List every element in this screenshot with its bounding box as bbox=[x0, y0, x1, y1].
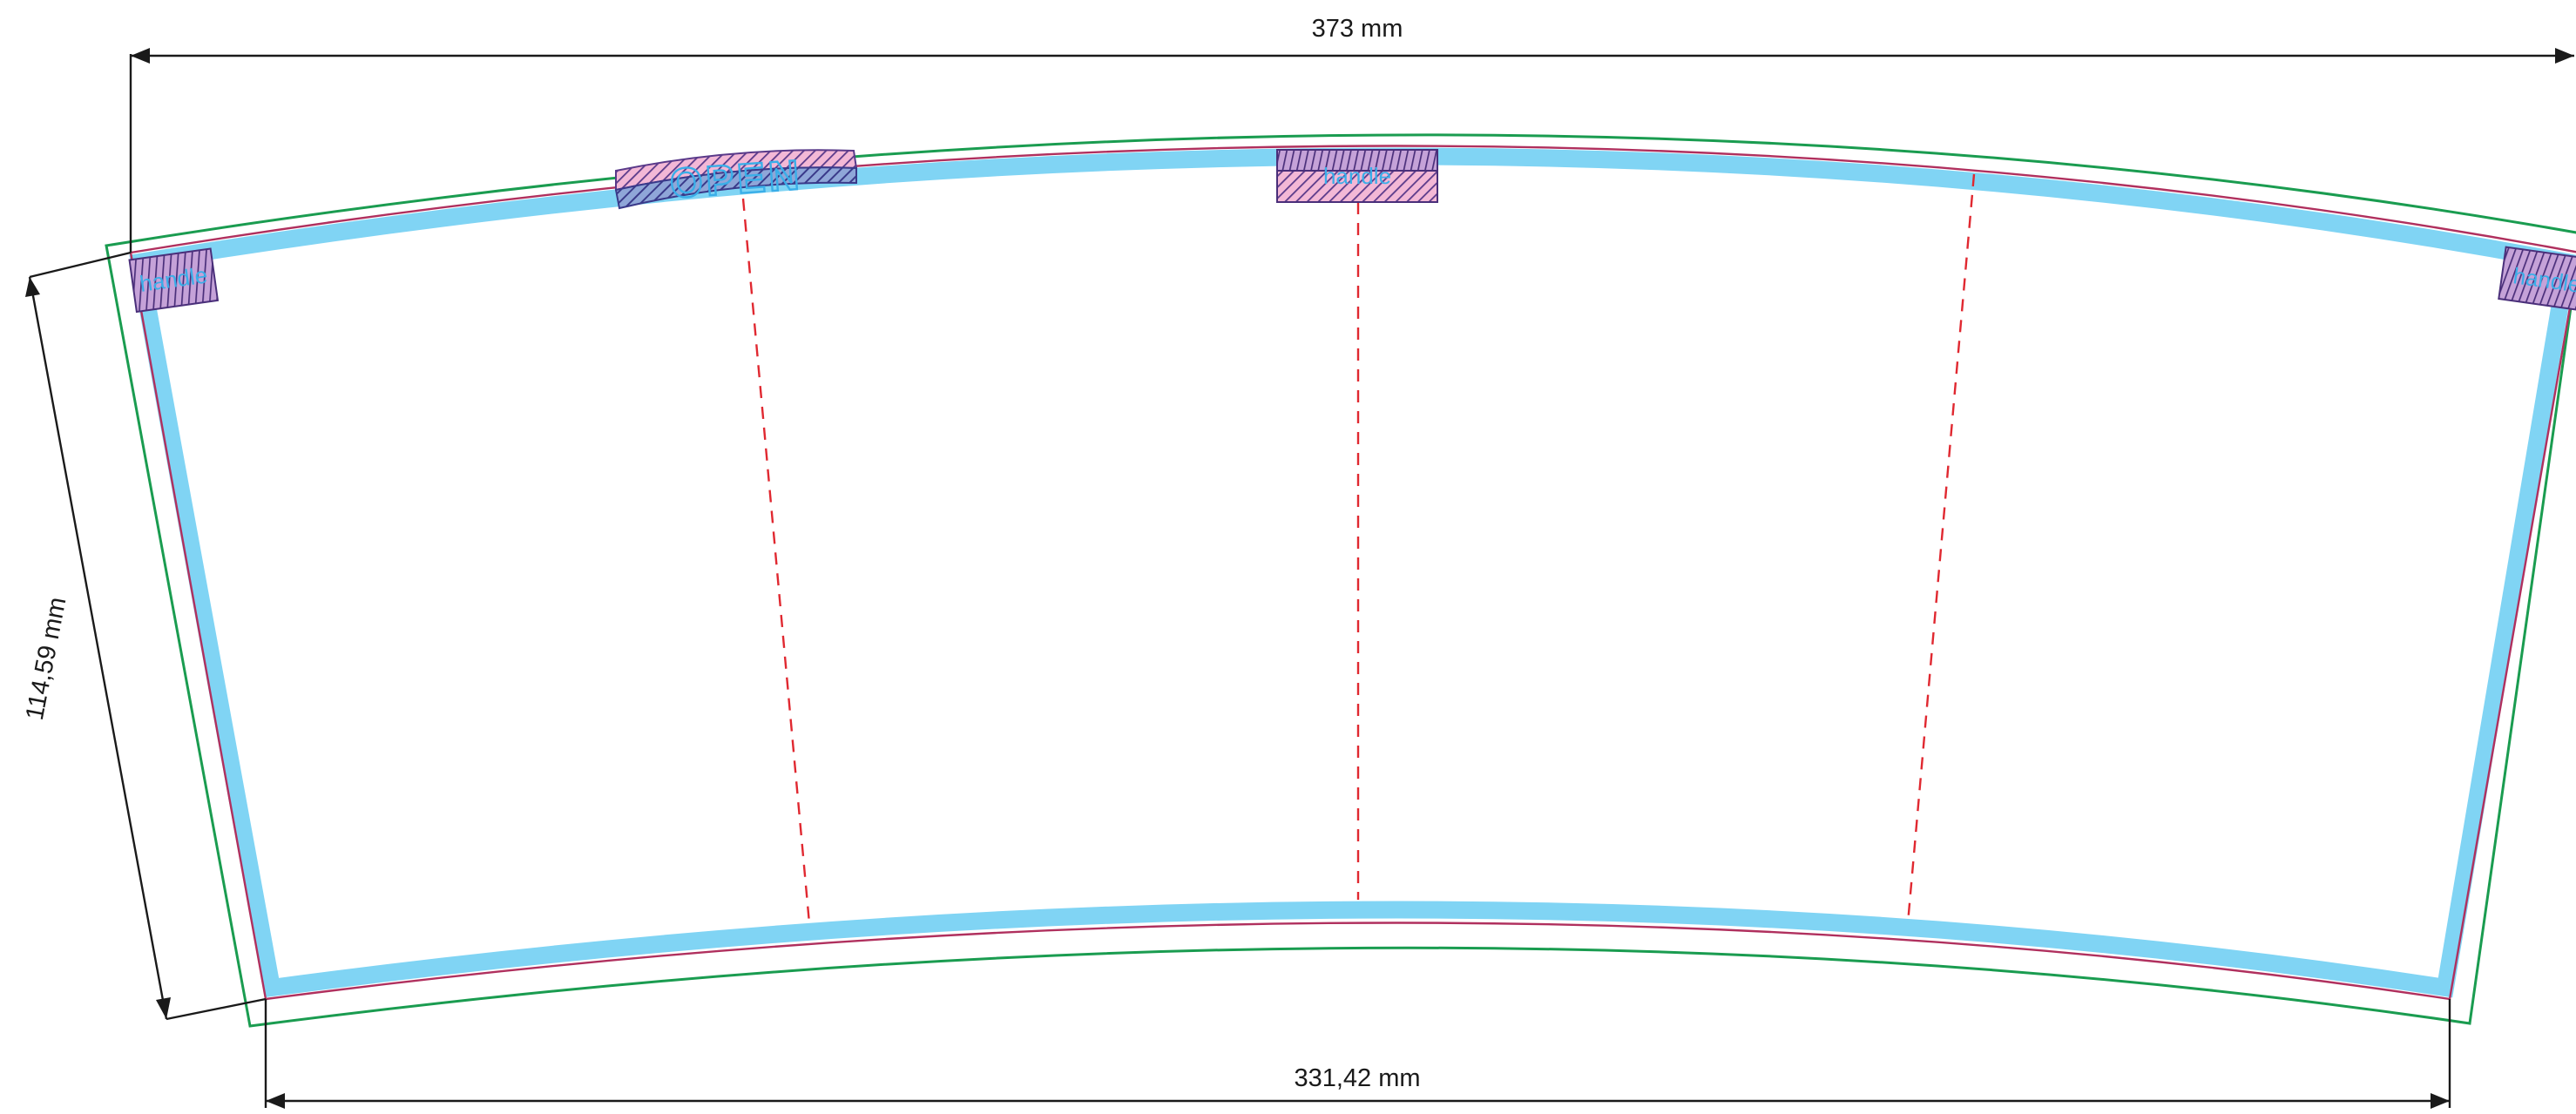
handle-right: handle bbox=[2498, 246, 2576, 313]
cut-outline bbox=[129, 145, 2576, 1001]
fold-line-right bbox=[1906, 173, 1976, 924]
fold-line-left bbox=[741, 198, 811, 924]
dimension-side: 114,59 mm bbox=[21, 251, 267, 1021]
open-tab-label: OPEN bbox=[668, 152, 803, 207]
handle-center: handle bbox=[1276, 149, 1438, 203]
dimension-top: 373 mm bbox=[129, 15, 2574, 253]
dimension-top-label: 373 mm bbox=[1312, 15, 1403, 43]
safe-zone-band bbox=[129, 147, 2576, 998]
arrowhead-down-icon bbox=[156, 997, 171, 1019]
arrowhead-right-icon bbox=[2431, 1093, 2450, 1109]
open-tab: OPEN bbox=[614, 149, 858, 210]
handle-center-label: handle bbox=[1323, 163, 1391, 189]
handle-left: handle bbox=[128, 247, 220, 314]
arrowhead-left-icon bbox=[266, 1093, 285, 1109]
arrowhead-right-icon bbox=[2555, 48, 2574, 64]
dimension-bottom-label: 331,42 mm bbox=[1294, 1064, 1420, 1092]
dimension-side-label: 114,59 mm bbox=[21, 595, 72, 722]
bleed-outline bbox=[105, 133, 2576, 1028]
arrowhead-left-icon bbox=[131, 48, 150, 64]
arrowhead-up-icon bbox=[25, 277, 40, 297]
dimension-bottom: 331,42 mm bbox=[264, 999, 2451, 1109]
